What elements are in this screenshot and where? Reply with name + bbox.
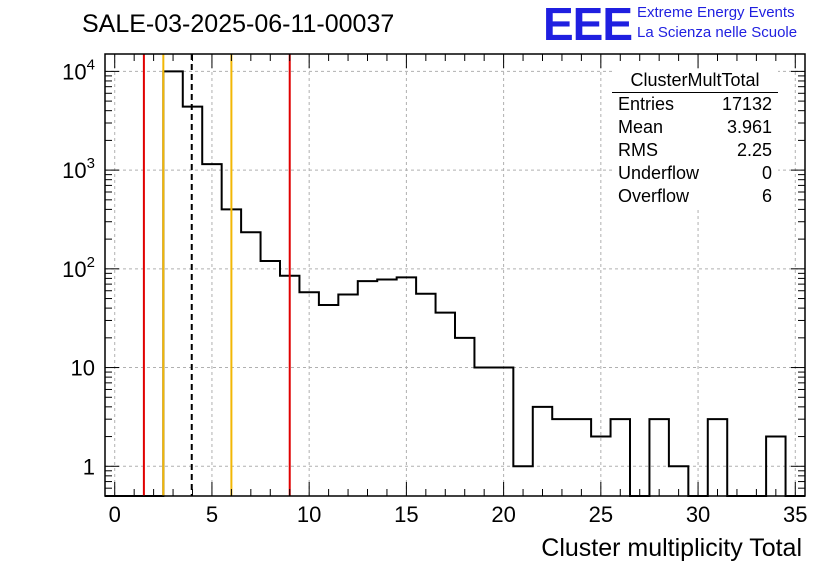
histogram-bin [552,419,571,496]
histogram-bin [163,71,182,496]
stats-title: ClusterMultTotal [612,70,778,93]
histogram-bin [572,419,591,496]
histogram-bin [241,232,260,496]
run-title: SALE-03-2025-06-11-00037 [82,10,395,38]
plot-frame [104,53,806,497]
histogram-bin [611,419,630,496]
stats-label: Mean [618,117,664,137]
histogram-bin [319,305,338,496]
stats-row-entries: Entries 17132 [612,93,778,116]
histogram-bin [416,294,435,496]
x-tick-label: 25 [589,502,613,527]
stats-value: 6 [761,186,772,206]
x-tick-label: 5 [206,502,218,527]
histogram-bin [649,419,668,496]
vertical-lines-layer [142,54,291,496]
histogram-layer [105,70,805,497]
histogram-bin [474,368,493,496]
x-tick-label: 20 [491,502,515,527]
histogram-steps [105,70,805,497]
x-tick-label: 30 [686,502,710,527]
eee-logo: EEE [543,0,633,50]
org-name-line2: La Scienza nelle Scuole [637,24,798,41]
stats-row-rms: RMS 2.25 [612,139,778,162]
histogram-bin [299,292,318,496]
y-tick-label: 104 [62,56,95,84]
stats-row-underflow: Underflow 0 [612,162,778,185]
y-tick-label: 103 [62,155,95,183]
histogram-bin [455,338,474,496]
y-tick-label: 10 [71,356,95,381]
stats-row-overflow: Overflow 6 [612,185,778,208]
stats-value: 17132 [721,94,772,114]
histogram-bin [358,281,377,496]
histogram-bin [397,277,416,496]
y-tick-label: 1 [83,454,95,479]
histogram-bin [338,294,357,496]
histogram-bin [202,164,221,496]
x-tick-label: 15 [394,502,418,527]
stats-box: ClusterMultTotal Entries 17132 Mean 3.96… [612,70,778,208]
stats-label: Overflow [618,186,690,206]
stats-label: Underflow [618,163,700,183]
x-tick-label: 10 [297,502,321,527]
stats-label: Entries [618,94,675,114]
stats-row-mean: Mean 3.961 [612,116,778,139]
histogram-bin [533,407,552,496]
x-axis-label: Cluster multiplicity Total [541,534,802,562]
histogram-bin [377,279,396,496]
stats-value: 3.961 [726,117,772,137]
x-tick-label: 0 [109,502,121,527]
y-tick-label: 102 [62,254,95,282]
histogram-bin [766,437,785,496]
histogram-bin [261,261,280,496]
histogram-bin [708,419,727,496]
axis-ticks-layer: 0 5 10 15 20 25 30 35 1 10 102 103 104 [62,54,808,527]
histogram-bin [436,313,455,496]
stats-value: 2.25 [736,140,772,160]
histogram-bin [494,368,513,496]
stats-label: RMS [618,140,658,160]
x-tick-label: 35 [783,502,807,527]
org-name-line1: Extreme Energy Events [637,4,795,21]
stats-value: 0 [761,163,772,183]
